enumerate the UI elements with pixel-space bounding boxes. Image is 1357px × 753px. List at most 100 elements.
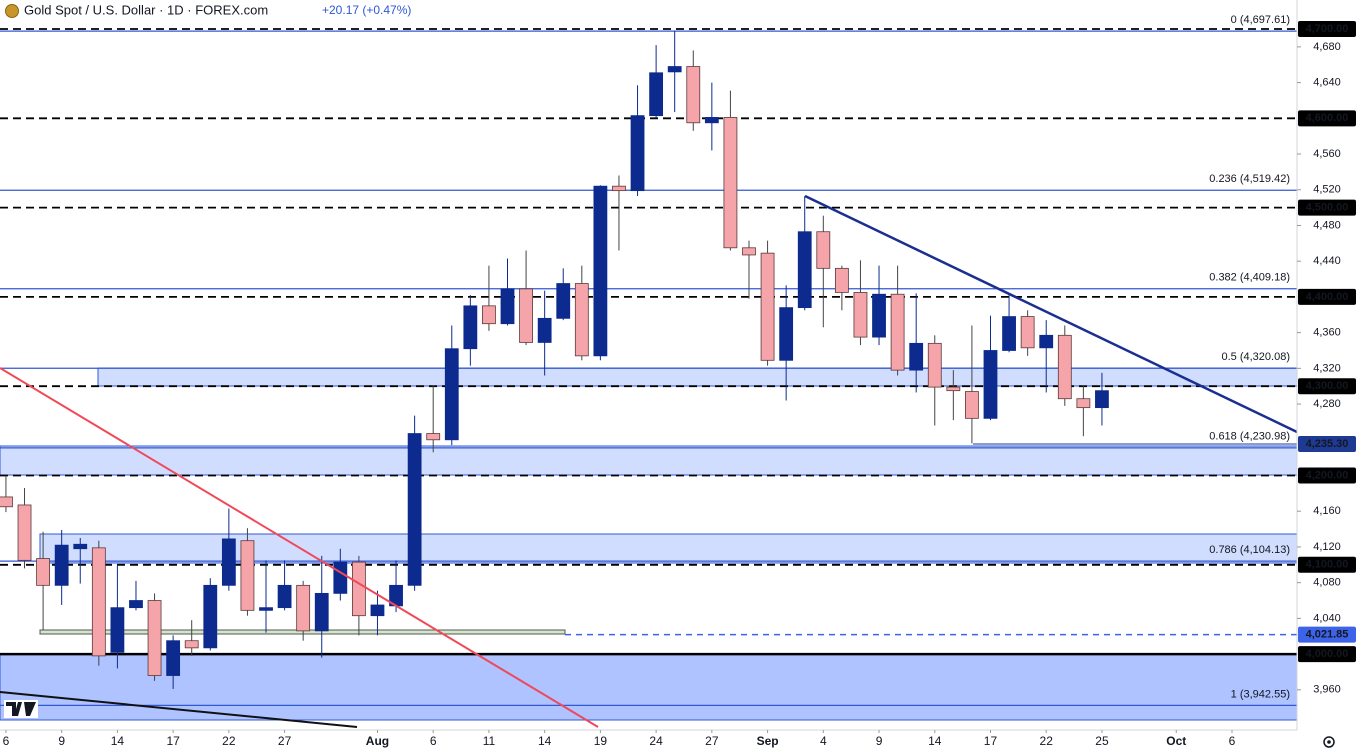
x-tick-label: 6: [1229, 734, 1236, 748]
x-tick-label: 19: [594, 734, 608, 748]
x-tick-label: 24: [649, 734, 663, 748]
candle-body: [965, 391, 979, 419]
x-tick-label: 22: [222, 734, 236, 748]
candle-body: [277, 584, 292, 609]
x-tick-label: 17: [984, 734, 998, 748]
candle-body: [351, 561, 366, 617]
x-tick-label: 27: [705, 734, 719, 748]
settings-icon-core: [1327, 740, 1331, 744]
x-tick-label: 22: [1040, 734, 1054, 748]
candle-body: [463, 305, 478, 350]
candle-body: [593, 185, 608, 357]
candle-body: [54, 544, 69, 586]
x-tick-label: 17: [166, 734, 180, 748]
alert-box: [1298, 626, 1356, 643]
candles: [0, 30, 1109, 689]
zone: [97, 367, 1298, 387]
candle-body: [259, 607, 273, 611]
fib-label: 0.618 (4,230.98): [1209, 431, 1290, 443]
levels: [0, 28, 1297, 706]
level-label: 4,100.00: [1306, 559, 1349, 571]
candle-body: [296, 584, 311, 632]
candle-body: [240, 540, 255, 611]
level-box: [1298, 646, 1356, 663]
candle-body: [667, 66, 682, 73]
fib-label: 0.5 (4,320.08): [1222, 351, 1291, 363]
y-tick-label: 4,480: [1313, 219, 1341, 231]
candle-body: [444, 348, 459, 441]
y-tick-label: 4,280: [1313, 398, 1341, 410]
candle-body: [742, 247, 756, 256]
fib-label: 0.786 (4,104.13): [1209, 544, 1290, 556]
level-box: [1298, 378, 1356, 395]
candle-body: [91, 547, 106, 657]
y-tick-label: 3,960: [1313, 684, 1341, 696]
candle-body: [519, 288, 533, 343]
candle-body: [314, 592, 329, 632]
candle-body: [482, 305, 496, 325]
settings-icon[interactable]: [1323, 736, 1335, 748]
x-tick-label: 4: [820, 734, 827, 748]
candle-body: [0, 496, 13, 508]
x-tick-label: 6: [430, 734, 437, 748]
header: Gold Spot / U.S. Dollar · 1D · FOREX.com…: [0, 0, 420, 22]
zone: [0, 445, 1298, 476]
y-tick-label: 4,680: [1313, 41, 1341, 53]
candle-body: [147, 600, 162, 676]
candle-body: [407, 433, 422, 586]
candle-body: [834, 267, 849, 293]
x-tick-label: 14: [928, 734, 942, 748]
candle-body: [779, 307, 794, 361]
price-label: 4,235.30: [1306, 438, 1349, 450]
x-tick-label: 9: [58, 734, 65, 748]
candle-body: [1057, 334, 1072, 400]
price-box: [1298, 435, 1356, 452]
x-tick-label: 27: [278, 734, 292, 748]
candle-body: [203, 584, 218, 649]
candle-body: [184, 640, 199, 649]
level-box: [1298, 199, 1356, 216]
candle-body: [166, 640, 181, 676]
candle-body: [36, 558, 50, 586]
candle-body: [333, 561, 348, 594]
candle-body: [426, 433, 441, 441]
header-bg: [0, 0, 420, 22]
x-tick-label: 6: [3, 734, 10, 748]
level-label: 4,000.00: [1306, 648, 1349, 660]
trendlines: [0, 194, 1298, 728]
alert-label: 4,021.85: [1306, 628, 1349, 640]
logo[interactable]: [4, 700, 38, 718]
symbol-icon[interactable]: [5, 4, 19, 18]
trendline: [804, 194, 1298, 434]
price-change: +20.17 (+0.47%): [322, 3, 411, 17]
level-label: 4,700.00: [1306, 23, 1349, 35]
y-tick-label: 4,120: [1313, 541, 1341, 553]
x-tick-label: Sep: [757, 734, 779, 748]
x-tick-label: 11: [483, 734, 496, 748]
candle-body: [1002, 316, 1016, 351]
candle-body: [1020, 316, 1035, 349]
y-tick-label: 4,160: [1313, 505, 1341, 517]
candle-body: [816, 231, 831, 269]
settings[interactable]: [1323, 736, 1335, 748]
level-label: 4,500.00: [1306, 202, 1349, 214]
time-axis: [0, 730, 1297, 753]
candle-body: [704, 117, 719, 124]
x-tick-label: 9: [876, 734, 883, 748]
candle-body: [221, 538, 236, 586]
level-label: 4,300.00: [1306, 380, 1349, 392]
x-tick-label: 14: [111, 734, 125, 748]
candle-body: [797, 231, 812, 309]
trendline: [0, 367, 599, 728]
candle-body: [1039, 334, 1054, 349]
candle-body: [760, 252, 775, 361]
candle-body: [500, 288, 515, 325]
level-box: [1298, 288, 1356, 305]
candle-body: [630, 115, 645, 192]
y-tick-label: 4,560: [1313, 148, 1341, 160]
candle-body: [17, 504, 32, 561]
candle-body: [723, 117, 738, 249]
labels: 3,960 4,040 4,080 4,120 4,160 4,280 4,320 4,360…: [3, 14, 1356, 748]
level-label: 4,600.00: [1306, 112, 1349, 124]
